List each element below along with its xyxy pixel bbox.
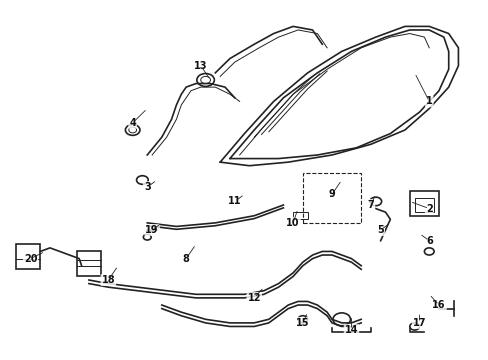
Text: 18: 18: [102, 275, 115, 285]
Text: 17: 17: [412, 318, 426, 328]
Circle shape: [297, 316, 307, 323]
Bar: [414, 198, 433, 212]
Circle shape: [197, 73, 214, 86]
Circle shape: [424, 248, 433, 255]
Bar: [16, 244, 40, 269]
Text: 13: 13: [194, 61, 207, 71]
Text: 20: 20: [24, 253, 37, 264]
Text: 12: 12: [247, 293, 261, 303]
Text: 1: 1: [425, 96, 432, 107]
Circle shape: [136, 176, 148, 184]
Text: 14: 14: [344, 325, 358, 335]
Text: 7: 7: [367, 200, 373, 210]
Text: 16: 16: [431, 300, 445, 310]
Bar: [409, 191, 438, 216]
Circle shape: [125, 125, 140, 135]
Circle shape: [143, 234, 151, 240]
Text: 3: 3: [143, 182, 150, 192]
Text: 19: 19: [145, 225, 159, 235]
Text: 15: 15: [296, 318, 309, 328]
Bar: [302, 173, 361, 223]
Text: 2: 2: [425, 203, 432, 213]
Circle shape: [369, 197, 381, 206]
Text: 5: 5: [377, 225, 383, 235]
Text: 6: 6: [425, 236, 432, 246]
Text: 8: 8: [183, 253, 189, 264]
Bar: [292, 212, 307, 219]
Circle shape: [409, 323, 419, 330]
Text: 4: 4: [129, 118, 136, 128]
Text: 10: 10: [286, 218, 299, 228]
Text: 9: 9: [328, 189, 335, 199]
Text: 11: 11: [227, 197, 241, 206]
